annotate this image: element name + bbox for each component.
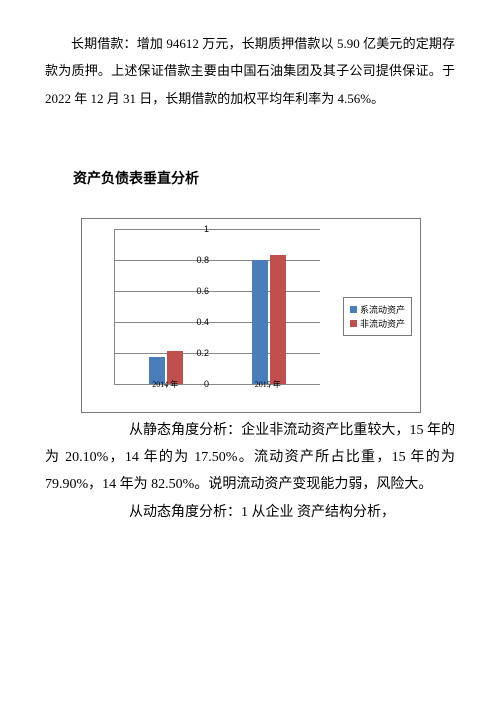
paragraph-1: 长期借款：增加 94612 万元，长期质押借款以 5.90 亿美元的定期存款为质… bbox=[45, 30, 455, 112]
paragraph-2: 从静态角度分析：企业非流动资产比重较大，15 年的为 20.10%，14 年的为… bbox=[45, 417, 455, 499]
gridline bbox=[115, 353, 320, 354]
gridline bbox=[115, 229, 320, 230]
x-category-label: 2015 年 bbox=[248, 379, 288, 390]
y-tick-label: 1 bbox=[204, 224, 209, 234]
bar-series2 bbox=[270, 255, 286, 384]
balance-sheet-chart: 系流动资产 非流动资产 0 0.2 0.4 0.6 0.8 1 2014 年 2015 年 bbox=[81, 218, 421, 413]
plot-area bbox=[114, 229, 320, 385]
x-category-label: 2014 年 bbox=[145, 379, 185, 390]
legend-item-2: 非流动资产 bbox=[350, 317, 405, 330]
y-tick-label: 0.8 bbox=[196, 255, 209, 265]
gridline bbox=[115, 291, 320, 292]
legend-swatch-1 bbox=[350, 306, 357, 313]
y-tick-label: 0.4 bbox=[196, 317, 209, 327]
legend-label-2: 非流动资产 bbox=[360, 317, 405, 330]
y-tick-label: 0.2 bbox=[196, 348, 209, 358]
gridline bbox=[115, 260, 320, 261]
y-tick-label: 0.6 bbox=[196, 286, 209, 296]
paragraph-3: 从动态角度分析：1 从企业 资产结构分析， bbox=[45, 499, 455, 526]
chart-legend: 系流动资产 非流动资产 bbox=[343, 297, 412, 336]
document-page: 长期借款：增加 94612 万元，长期质押借款以 5.90 亿美元的定期存款为质… bbox=[0, 0, 500, 546]
bar-series1 bbox=[252, 260, 268, 384]
legend-swatch-2 bbox=[350, 320, 357, 327]
legend-item-1: 系流动资产 bbox=[350, 303, 405, 316]
legend-label-1: 系流动资产 bbox=[360, 303, 405, 316]
section-title: 资产负债表垂直分析 bbox=[45, 168, 455, 188]
y-tick-label: 0 bbox=[204, 379, 209, 389]
gridline bbox=[115, 322, 320, 323]
